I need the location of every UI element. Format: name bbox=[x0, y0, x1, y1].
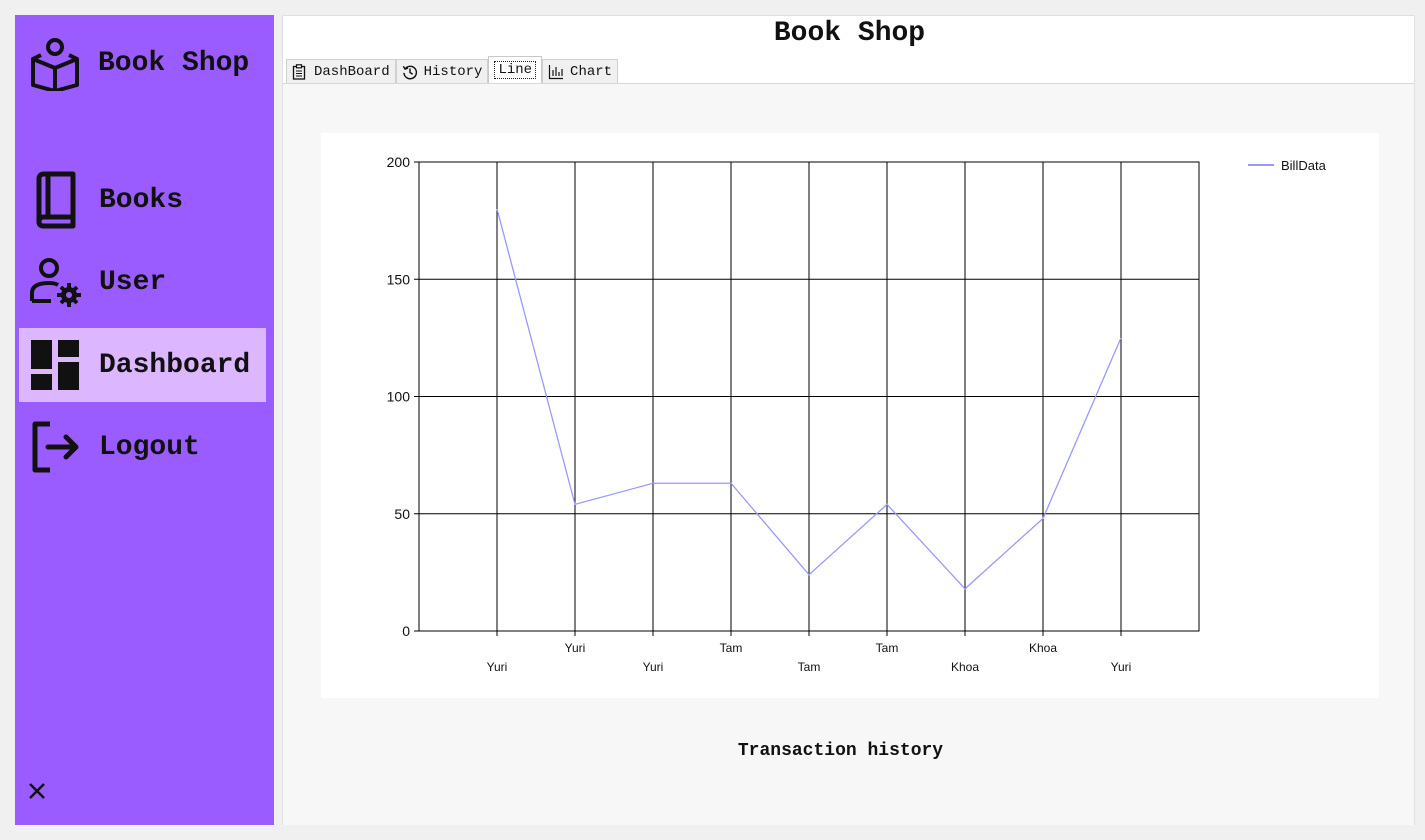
series-line bbox=[496, 208, 1122, 590]
x-tick-label: Yuri bbox=[565, 641, 586, 655]
y-tick-label: 50 bbox=[394, 506, 410, 522]
x-tick-label: Khoa bbox=[951, 660, 979, 674]
book-icon bbox=[27, 170, 83, 230]
history-icon bbox=[402, 64, 418, 80]
sidebar-item-logout[interactable]: Logout bbox=[19, 410, 266, 484]
chart-caption: Transaction history bbox=[737, 741, 944, 761]
sidebar: Book Shop Books bbox=[15, 15, 274, 825]
x-tick-label: Yuri bbox=[487, 660, 508, 674]
reading-book-icon bbox=[27, 33, 82, 93]
sidebar-item-user[interactable]: User bbox=[19, 245, 266, 319]
plot-frame bbox=[418, 161, 1200, 632]
sidebar-item-label: Books bbox=[99, 184, 184, 216]
y-tick-label: 200 bbox=[387, 154, 411, 170]
tab-content: 0 50 100 150 200 Yuri Yuri Yuri Tam Tam Tam Khoa Kho… bbox=[283, 83, 1414, 825]
tab-label: DashBoard bbox=[314, 63, 390, 80]
clipboard-icon bbox=[292, 63, 308, 80]
logout-icon bbox=[27, 417, 83, 477]
bar-chart-icon bbox=[548, 64, 564, 80]
main-panel: Book Shop DashBoard History bbox=[282, 15, 1415, 825]
x-tick-label: Tam bbox=[798, 660, 821, 674]
chart-area: 0 50 100 150 200 Yuri Yuri Yuri Tam Tam Tam Khoa Kho… bbox=[321, 133, 1379, 698]
sidebar-item-books[interactable]: Books bbox=[19, 163, 266, 237]
sidebar-item-dashboard[interactable]: Dashboard bbox=[19, 328, 266, 402]
tab-chart[interactable]: Chart bbox=[542, 59, 619, 83]
tab-label: Line bbox=[494, 61, 537, 79]
x-tick-label: Yuri bbox=[643, 660, 664, 674]
y-tick-label: 100 bbox=[387, 389, 411, 405]
tab-label: History bbox=[423, 63, 483, 80]
line-chart: 0 50 100 150 200 Yuri Yuri Yuri Tam Tam Tam Khoa Kho… bbox=[387, 154, 1327, 674]
dashboard-icon bbox=[27, 335, 83, 395]
tab-history[interactable]: History bbox=[395, 59, 489, 83]
sidebar-item-label: User bbox=[99, 266, 167, 298]
y-tick-label: 150 bbox=[387, 271, 411, 287]
legend-label: BillData bbox=[1281, 158, 1327, 173]
tab-label: Chart bbox=[570, 63, 613, 80]
tab-line[interactable]: Line bbox=[488, 56, 543, 83]
sidebar-item-label: Logout bbox=[99, 431, 200, 463]
brand-label: Book Shop bbox=[98, 47, 250, 79]
close-button[interactable] bbox=[25, 779, 49, 803]
page-title: Book Shop bbox=[773, 18, 926, 49]
x-tick-label: Tam bbox=[876, 641, 899, 655]
x-tick-label: Yuri bbox=[1111, 660, 1132, 674]
sidebar-item-label: Dashboard bbox=[99, 349, 251, 381]
tab-dashboard[interactable]: DashBoard bbox=[286, 59, 396, 83]
x-tick-label: Tam bbox=[720, 641, 743, 655]
y-tick-label: 0 bbox=[402, 623, 410, 639]
close-icon bbox=[29, 783, 45, 799]
tab-strip: DashBoard History Line Chart bbox=[286, 56, 619, 83]
sidebar-brand: Book Shop bbox=[27, 33, 249, 93]
x-tick-label: Khoa bbox=[1029, 641, 1057, 655]
user-gear-icon bbox=[27, 252, 83, 312]
